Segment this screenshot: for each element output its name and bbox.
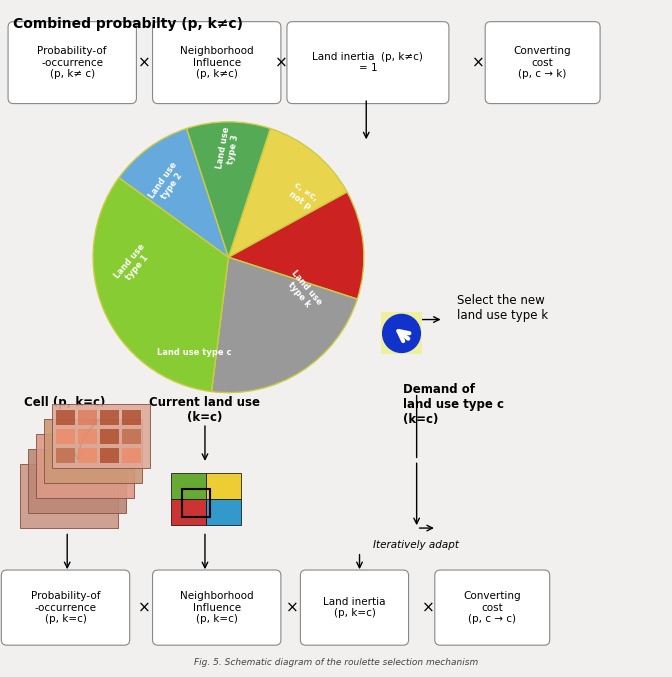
Text: Land use
type 2: Land use type 2 (147, 160, 187, 206)
Text: ×: × (423, 600, 435, 615)
Text: Select the new
land use type k: Select the new land use type k (457, 294, 548, 322)
Text: Land inertia
(p, k=c): Land inertia (p, k=c) (323, 597, 386, 618)
Text: Combined probabilty (p, k≠c): Combined probabilty (p, k≠c) (13, 17, 243, 31)
Text: Land use
type 3: Land use type 3 (215, 127, 242, 171)
FancyBboxPatch shape (485, 22, 600, 104)
Text: Land use
type 1: Land use type 1 (113, 242, 155, 286)
FancyBboxPatch shape (435, 570, 550, 645)
FancyBboxPatch shape (78, 410, 97, 425)
Text: Probability-of
-occurrence
(p, k≠ c): Probability-of -occurrence (p, k≠ c) (38, 46, 107, 79)
FancyBboxPatch shape (1, 570, 130, 645)
Wedge shape (228, 192, 364, 299)
Text: Current land use
(k=c): Current land use (k=c) (149, 396, 261, 424)
FancyBboxPatch shape (56, 429, 75, 444)
FancyBboxPatch shape (8, 22, 136, 104)
FancyBboxPatch shape (100, 429, 119, 444)
Wedge shape (228, 129, 347, 257)
Text: ×: × (138, 56, 151, 70)
Text: ×: × (472, 56, 485, 70)
Text: Converting
cost
(p, c → k): Converting cost (p, c → k) (514, 46, 571, 79)
FancyBboxPatch shape (78, 429, 97, 444)
FancyBboxPatch shape (287, 22, 449, 104)
FancyBboxPatch shape (122, 410, 141, 425)
Text: Land inertia  (p, k≠c)
= 1: Land inertia (p, k≠c) = 1 (312, 52, 423, 73)
FancyBboxPatch shape (28, 449, 126, 513)
Text: Converting
cost
(p, c → c): Converting cost (p, c → c) (464, 591, 521, 624)
FancyBboxPatch shape (20, 464, 118, 528)
Text: ×: × (286, 600, 298, 615)
Text: Fig. 5. Schematic diagram of the roulette selection mechanism: Fig. 5. Schematic diagram of the roulett… (194, 658, 478, 667)
FancyBboxPatch shape (206, 473, 241, 499)
FancyBboxPatch shape (78, 448, 97, 463)
FancyBboxPatch shape (122, 448, 141, 463)
Wedge shape (187, 122, 270, 257)
Text: Probability-of
-occurrence
(p, k=c): Probability-of -occurrence (p, k=c) (31, 591, 100, 624)
Text: Land use
type k: Land use type k (282, 269, 324, 313)
FancyBboxPatch shape (206, 499, 241, 525)
Circle shape (382, 314, 421, 353)
Text: Demand of
land use type c
(k=c): Demand of land use type c (k=c) (403, 383, 504, 426)
FancyBboxPatch shape (52, 404, 150, 468)
Text: Neighborhood
Influence
(p, k≠c): Neighborhood Influence (p, k≠c) (180, 46, 253, 79)
Text: ×: × (138, 600, 151, 615)
Text: Land use type c: Land use type c (157, 347, 232, 357)
FancyBboxPatch shape (153, 570, 281, 645)
FancyBboxPatch shape (171, 499, 206, 525)
Text: ×: × (275, 56, 287, 70)
FancyBboxPatch shape (171, 473, 206, 499)
FancyBboxPatch shape (300, 570, 409, 645)
Wedge shape (93, 177, 228, 391)
Text: Cell (p, k=c): Cell (p, k=c) (24, 396, 105, 409)
FancyBboxPatch shape (122, 429, 141, 444)
Text: Iteratively adapt: Iteratively adapt (373, 540, 459, 550)
FancyBboxPatch shape (100, 410, 119, 425)
FancyBboxPatch shape (36, 434, 134, 498)
Wedge shape (212, 257, 358, 393)
FancyBboxPatch shape (100, 448, 119, 463)
Text: Neighborhood
Influence
(p, k=c): Neighborhood Influence (p, k=c) (180, 591, 253, 624)
Text: c, ≠c,
not p: c, ≠c, not p (286, 181, 319, 212)
Wedge shape (119, 129, 228, 257)
FancyBboxPatch shape (44, 419, 142, 483)
FancyBboxPatch shape (153, 22, 281, 104)
FancyBboxPatch shape (56, 410, 75, 425)
FancyBboxPatch shape (56, 448, 75, 463)
